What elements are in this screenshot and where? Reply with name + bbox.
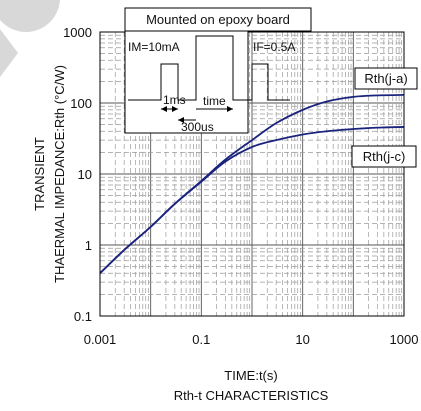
corner-circle-decoration bbox=[0, 0, 60, 32]
im-label: IM=10mA bbox=[128, 40, 180, 54]
t2-label: 300us bbox=[181, 120, 214, 134]
inset-waveform: Mounted on epoxy board IM=10mA IF=0.5A 1… bbox=[124, 7, 312, 134]
y-tick-label: 10 bbox=[78, 167, 92, 182]
chart-subtitle: Rth-t CHARACTERISTICS bbox=[174, 388, 329, 403]
y-axis-title-line1: TRANSIENT bbox=[32, 137, 47, 211]
time-label: time bbox=[203, 94, 226, 108]
series-label-ja: Rth(j-a) bbox=[354, 67, 418, 90]
y-axis-title: TRANSIENT THAERMAL IMPEDANCE:Rth (°C/W) bbox=[32, 65, 67, 283]
inset-title: Mounted on epoxy board bbox=[146, 12, 290, 27]
waveform-line bbox=[128, 35, 290, 101]
x-tick-label: 0.001 bbox=[84, 332, 117, 347]
x-tick-labels: 0.001 0.1 10 1000 bbox=[84, 332, 419, 347]
y-tick-label: 0.1 bbox=[74, 309, 92, 324]
inset-box bbox=[124, 29, 249, 134]
x-tick-label: 1000 bbox=[390, 332, 419, 347]
x-tick-label: 0.1 bbox=[192, 332, 210, 347]
plot-frame bbox=[99, 31, 405, 317]
y-tick-labels: 0.1 1 10 100 1000 bbox=[63, 25, 92, 324]
t2-arrowhead-left bbox=[178, 117, 184, 123]
time-arrowhead-right bbox=[227, 106, 233, 112]
t1-arrowhead-left bbox=[161, 106, 167, 112]
series-line-rth-jc bbox=[99, 126, 405, 274]
y-tick-label: 100 bbox=[70, 96, 92, 111]
t1-arrowhead-right bbox=[172, 106, 178, 112]
inset-title-box bbox=[124, 7, 312, 32]
t1-label: 1ms bbox=[163, 93, 186, 107]
y-tick-label: 1000 bbox=[63, 25, 92, 40]
y-axis-title-line2: THAERMAL IMPEDANCE:Rth (°C/W) bbox=[52, 65, 67, 283]
x-tick-label: 10 bbox=[295, 332, 309, 347]
series-label-jc-text: Rth(j-c) bbox=[363, 149, 406, 164]
series-label-jc: Rth(j-c) bbox=[351, 145, 417, 168]
corner-arrow-decoration bbox=[0, 29, 18, 77]
x-axis-title: TIME:t(s) bbox=[224, 368, 277, 383]
series-label-ja-text: Rth(j-a) bbox=[364, 71, 407, 86]
series-layer bbox=[99, 94, 405, 274]
if-label: IF=0.5A bbox=[253, 40, 295, 54]
y-tick-label: 1 bbox=[85, 238, 92, 253]
